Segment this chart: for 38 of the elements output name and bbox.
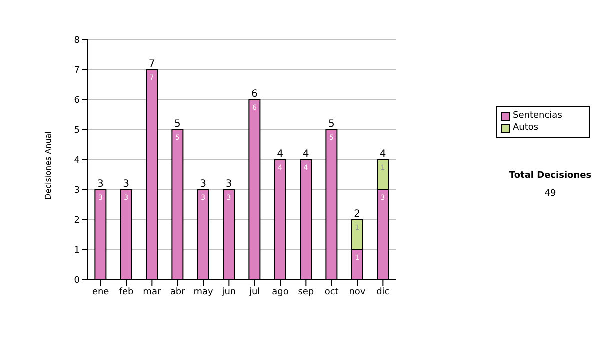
total-label: 3 [123, 179, 130, 190]
total-label: 3 [200, 179, 207, 190]
total-label: 2 [354, 209, 361, 220]
y-tick-label: 5 [74, 126, 80, 136]
y-tick-label: 0 [74, 276, 80, 286]
text: Total Decisiones [508, 171, 593, 181]
y-tick-label: 2 [74, 216, 80, 226]
y-tick-label: 6 [74, 96, 80, 106]
x-tick-label: sep [298, 287, 314, 298]
legend-label: Autos [513, 122, 539, 134]
x-tick-label: ago [272, 287, 290, 298]
x-tick-label: jul [248, 287, 260, 298]
legend-label: Sentencias [513, 110, 562, 122]
total-label: 6 [252, 89, 258, 100]
y-tick-label: 8 [74, 36, 80, 46]
total-label: 5 [328, 119, 335, 130]
x-tick-label: may [194, 287, 214, 298]
text: 49 [544, 189, 558, 199]
total-label: 4 [302, 149, 310, 160]
x-tick-label: mar [143, 287, 162, 298]
x-tick-label: nov [349, 287, 366, 298]
y-tick-label: 4 [74, 156, 80, 166]
x-tick-label: feb [119, 287, 134, 298]
y-tick-label: 3 [74, 186, 80, 196]
y-tick-label: 7 [74, 66, 80, 76]
total-label: 4 [277, 149, 284, 160]
x-tick-label: jun [221, 287, 236, 298]
x-tick-label: oct [324, 287, 340, 298]
total-label: 3 [226, 179, 232, 190]
total-label: 3 [98, 179, 104, 190]
total-label: 5 [174, 119, 181, 130]
y-tick-label: 1 [74, 246, 80, 256]
x-tick-label: abr [170, 287, 186, 298]
total-label: 7 [148, 59, 156, 70]
x-tick-label: dic [376, 287, 390, 298]
x-tick-label: ene [92, 287, 110, 298]
y-axis-title: Decisiones Anual [44, 132, 53, 200]
total-label: 4 [380, 149, 386, 160]
